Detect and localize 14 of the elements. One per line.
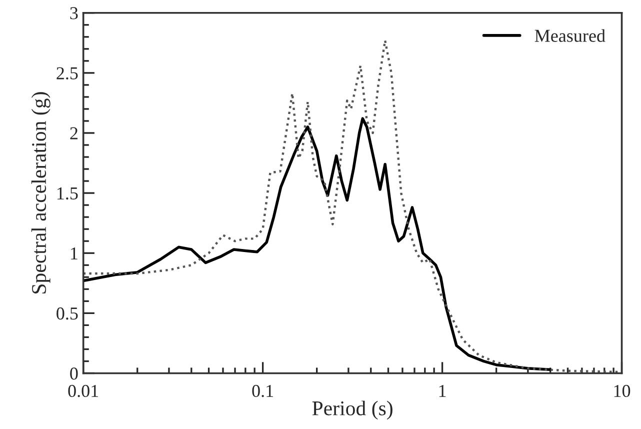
y-tick-label: 3 [70, 7, 78, 20]
y-tick-label: 2 [70, 127, 78, 140]
legend-label: Measured [534, 29, 606, 42]
y-tick-label: 0.5 [56, 307, 78, 320]
x-tick-label: 10 [614, 384, 630, 398]
x-axis-title: Period (s) [312, 400, 392, 420]
y-axis-title: Spectral acceleration (g) [31, 92, 50, 294]
x-tick-label: 0.01 [68, 384, 98, 398]
y-tick-label: 0 [70, 367, 78, 380]
x-tick-label: 1 [439, 384, 446, 397]
y-tick-label: 1.5 [57, 187, 78, 200]
y-tick-label: 1 [71, 247, 78, 260]
x-tick-label: 0.1 [252, 384, 274, 398]
y-tick-label: 2.5 [56, 67, 78, 80]
